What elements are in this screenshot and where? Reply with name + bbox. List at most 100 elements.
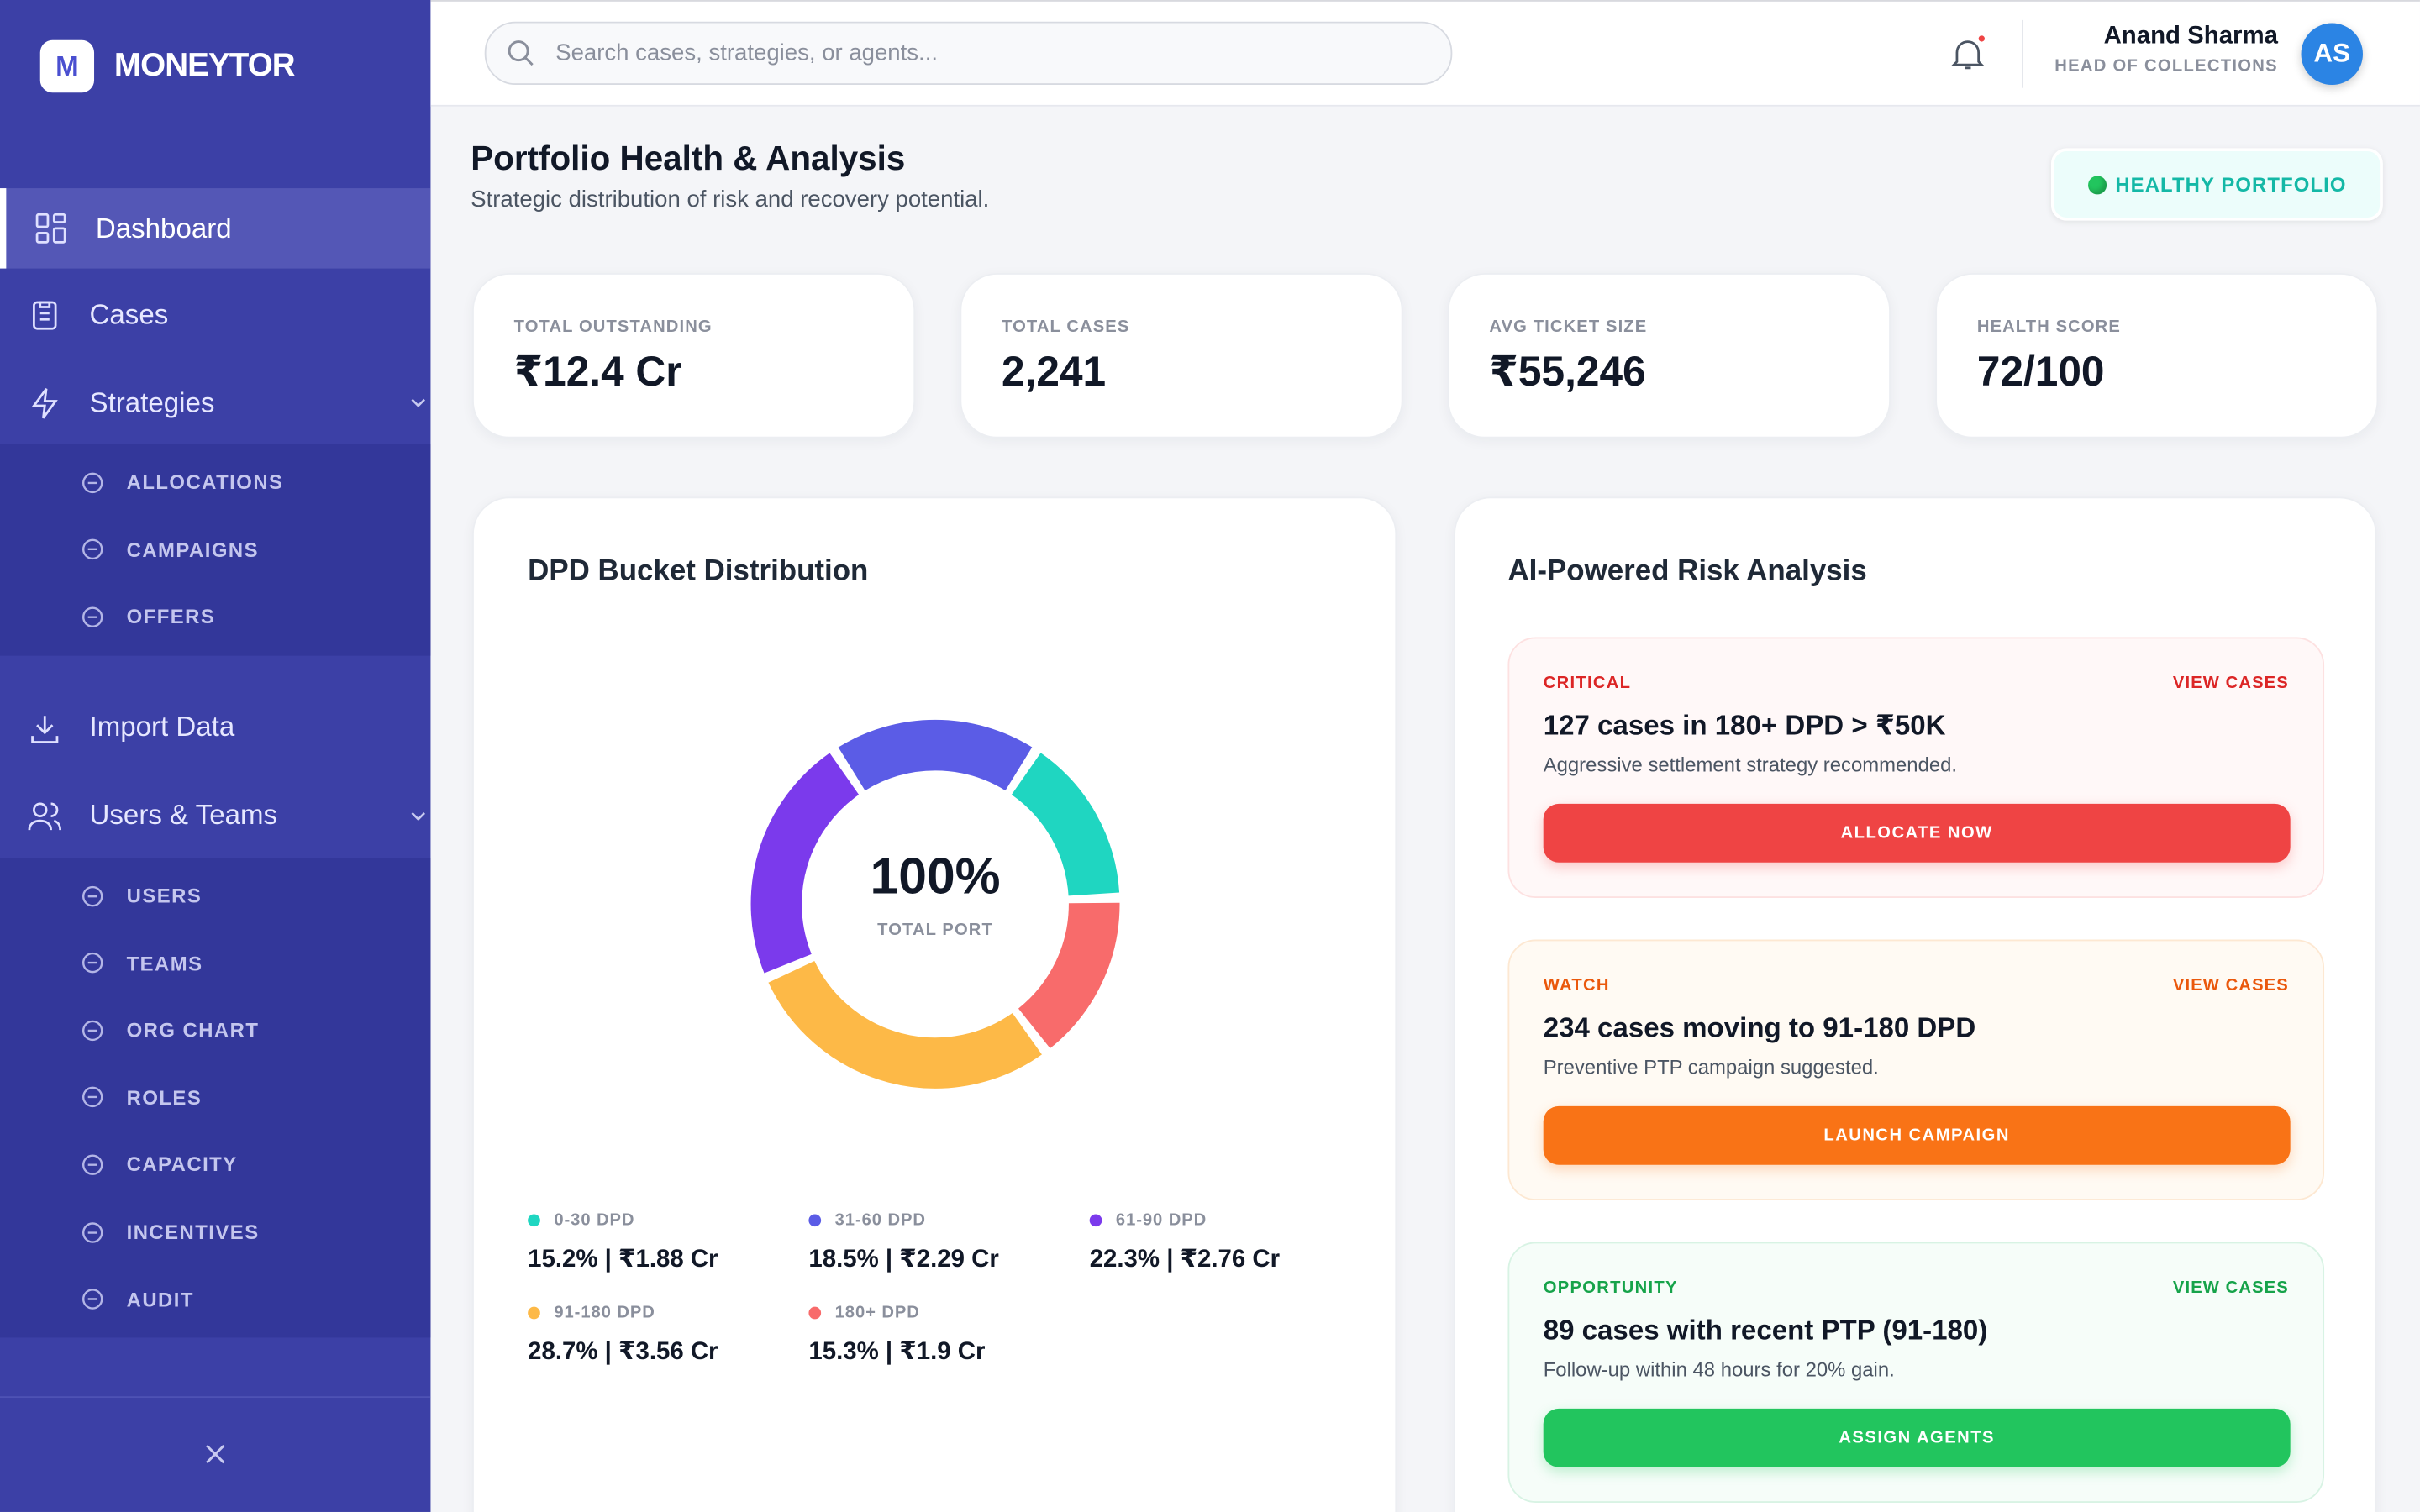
submenu-item[interactable]: INCENTIVES (0, 1199, 430, 1266)
nav-item[interactable]: Cases (0, 275, 430, 355)
submenu-icon (82, 539, 103, 560)
view-cases-link[interactable]: VIEW CASES (2172, 1278, 2289, 1298)
submenu-item[interactable]: TEAMS (0, 929, 430, 996)
submenu-item[interactable]: AUDIT (0, 1266, 430, 1333)
kpi-value: 72/100 (1976, 349, 2105, 396)
notifications[interactable] (1949, 35, 1986, 72)
avatar[interactable]: AS (2301, 23, 2363, 86)
submenu-item[interactable]: USERS (0, 862, 430, 929)
chart-title: DPD Bucket Distribution (528, 555, 869, 588)
page-title: Portfolio Health & Analysis (471, 139, 906, 178)
submenu-icon (82, 885, 103, 906)
kpi-card: TOTAL OUTSTANDING ₹12.4 Cr (472, 273, 916, 438)
risk-title: AI-Powered Risk Analysis (1507, 555, 1867, 588)
nav-label: Import Data (89, 711, 235, 743)
legend-item: 91-180 DPD 28.7% | ₹3.56 Cr (528, 1304, 718, 1367)
submenu-label: INCENTIVES (126, 1220, 260, 1244)
nav-icon (31, 388, 58, 419)
donut-segment (1018, 902, 1120, 1049)
legend-head: 91-180 DPD (528, 1304, 718, 1322)
search-box[interactable]: Search cases, strategies, or agents... (484, 21, 1453, 86)
center-value: 100% (871, 847, 1001, 904)
submenu-item[interactable]: ROLES (0, 1064, 430, 1131)
nav-icon (35, 213, 66, 244)
risk-level: CRITICAL (1543, 674, 1632, 693)
submenu-icon (82, 606, 103, 627)
legend-label: 0-30 DPD (554, 1210, 635, 1230)
logo: M (39, 39, 95, 93)
action-button[interactable]: LAUNCH CAMPAIGN (1543, 1105, 2291, 1165)
nav-label: Users & Teams (89, 799, 278, 831)
center-label: TOTAL PORT (877, 921, 993, 939)
nav-item[interactable]: Users & Teams (0, 775, 430, 856)
search-icon (508, 39, 534, 66)
risk-panel: AI-Powered Risk Analysis CRITICAL VIEW CA… (1454, 496, 2377, 1512)
nav-icon (28, 802, 62, 830)
submenu-item[interactable]: ALLOCATIONS (0, 449, 430, 516)
view-cases-link[interactable]: VIEW CASES (2172, 976, 2289, 995)
action-button[interactable]: ASSIGN AGENTS (1543, 1408, 2291, 1467)
submenu-item[interactable]: CAMPAIGNS (0, 517, 430, 584)
search-placeholder: Search cases, strategies, or agents... (555, 39, 939, 66)
nav-label: Dashboard (95, 212, 232, 244)
submenu: ALLOCATIONS CAMPAIGNS OFFERS (0, 444, 431, 656)
status-dot (2087, 175, 2107, 194)
risk-detail: Follow-up within 48 hours for 20% gain. (1543, 1357, 1895, 1381)
submenu-icon (82, 1289, 103, 1310)
donut-segment (838, 719, 1033, 791)
risk-headline: 234 cases moving to 91-180 DPD (1543, 1011, 1976, 1043)
submenu-icon (82, 1020, 103, 1041)
submenu: USERS TEAMS ORG CHART ROLES CAPACITY INCENTIV… (0, 857, 431, 1338)
submenu-label: AUDIT (126, 1288, 194, 1311)
submenu-icon (82, 1087, 103, 1108)
legend-label: 180+ DPD (834, 1304, 920, 1323)
donut-segment (768, 960, 1042, 1089)
legend-head: 31-60 DPD (808, 1211, 998, 1230)
legend-value: 15.3% | ₹1.9 Cr (808, 1339, 986, 1366)
submenu-label: TEAMS (126, 951, 203, 975)
nav-item[interactable]: Dashboard (0, 188, 431, 269)
donut-chart: 100% TOTAL PORT (750, 719, 1120, 1089)
user-info: Anand Sharma HEAD OF COLLECTIONS (2054, 24, 2278, 76)
submenu-item[interactable]: CAPACITY (0, 1131, 430, 1199)
brand-name: MONEYTOR (113, 47, 296, 84)
submenu-label: CAPACITY (126, 1152, 238, 1177)
action-button[interactable]: ALLOCATE NOW (1543, 803, 2291, 863)
submenu-item[interactable]: ORG CHART (0, 996, 430, 1063)
view-cases-link[interactable]: VIEW CASES (2172, 674, 2289, 693)
status-text: HEALTHY PORTFOLIO (2115, 172, 2347, 197)
legend-dot (528, 1214, 540, 1227)
legend-dot (1089, 1214, 1102, 1227)
legend-item: 61-90 DPD 22.3% | ₹2.76 Cr (1089, 1210, 1280, 1274)
legend-dot (808, 1306, 822, 1320)
risk-headline: 89 cases with recent PTP (91-180) (1543, 1314, 1988, 1346)
nav-label: Strategies (89, 386, 215, 417)
legend-item: 0-30 DPD 15.2% | ₹1.88 Cr (528, 1211, 718, 1274)
legend-head: 61-90 DPD (1089, 1210, 1280, 1230)
sidebar: M MONEYTOR Dashboard Cases Strategies ALLOC… (0, 0, 431, 1512)
risk-level: WATCH (1543, 976, 1610, 995)
nav-icon (31, 715, 59, 743)
submenu-icon (82, 1154, 103, 1175)
nav-item[interactable]: Import Data (0, 688, 430, 769)
nav-item[interactable]: Strategies (0, 363, 430, 444)
submenu-label: ROLES (126, 1085, 203, 1110)
kpi-label: TOTAL OUTSTANDING (513, 318, 713, 337)
legend-label: 91-180 DPD (554, 1304, 655, 1323)
submenu-item[interactable]: OFFERS (0, 584, 430, 651)
legend-label: 61-90 DPD (1115, 1210, 1207, 1230)
submenu-label: CAMPAIGNS (126, 538, 259, 562)
submenu-label: OFFERS (126, 605, 216, 629)
risk-headline: 127 cases in 180+ DPD > ₹50K (1543, 709, 1946, 741)
page-subtitle: Strategic distribution of risk and recov… (471, 186, 990, 213)
legend-dot (808, 1214, 822, 1227)
kpi-card: AVG TICKET SIZE ₹55,246 (1447, 273, 1891, 438)
topbar: Search cases, strategies, or agents... A… (430, 0, 2420, 107)
divider (2022, 19, 2023, 88)
risk-detail: Aggressive settlement strategy recommend… (1543, 753, 1958, 776)
close-sidebar[interactable] (203, 1442, 227, 1466)
chevron (411, 811, 426, 821)
legend-value: 18.5% | ₹2.29 Cr (808, 1247, 999, 1273)
